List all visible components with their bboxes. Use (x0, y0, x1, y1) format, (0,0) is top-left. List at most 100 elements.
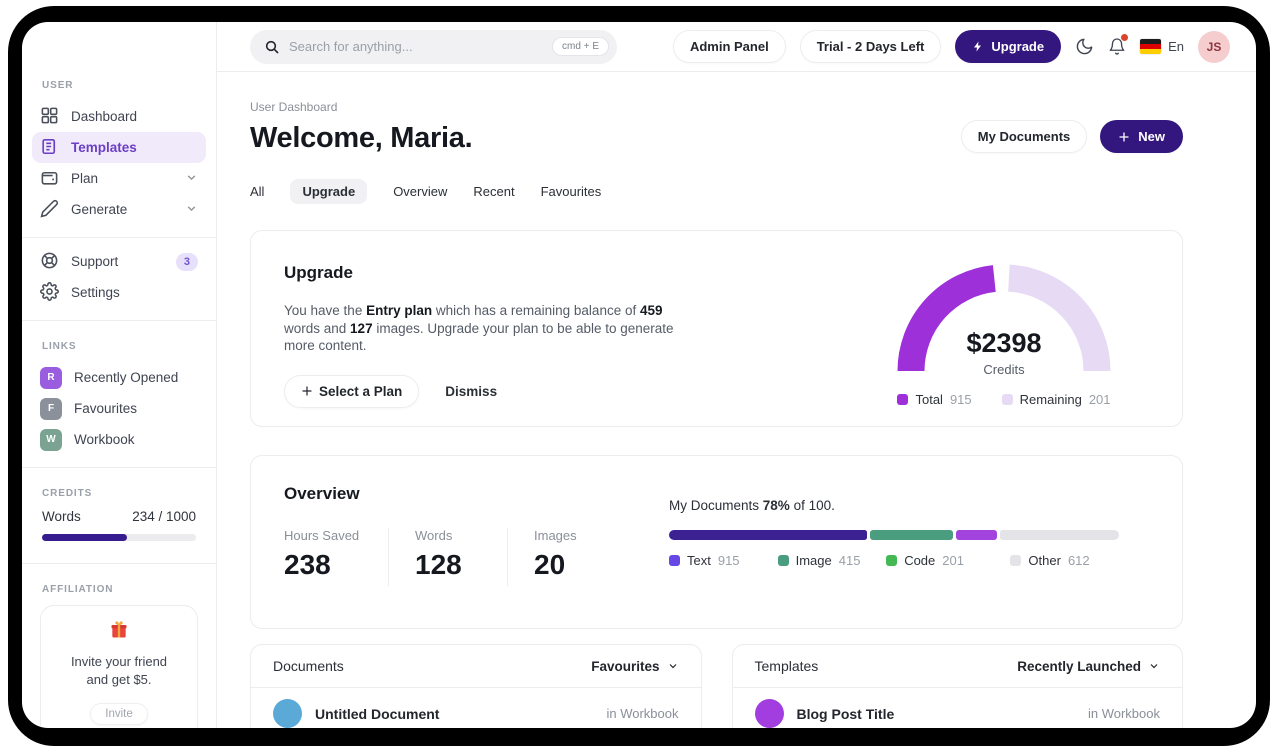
affiliation-text: Invite your friend and get $5. (70, 654, 168, 687)
upgrade-card-body: You have the Entry plan which has a rema… (284, 303, 674, 353)
divider (507, 528, 508, 586)
legend-swatch (1001, 394, 1013, 405)
lifebuoy-icon (40, 251, 59, 273)
sidebar-item-label: Workbook (74, 432, 135, 447)
tab-bar: All Upgrade Overview Recent Favourites (250, 179, 1183, 204)
sidebar: USER Dashboard Templates Plan Generate S… (22, 22, 217, 728)
tab-favourites[interactable]: Favourites (540, 184, 602, 199)
admin-panel-button[interactable]: Admin Panel (672, 30, 786, 63)
overview-card: Overview Hours Saved 238 Words 128 Image… (250, 455, 1183, 629)
sidebar-item-dashboard[interactable]: Dashboard (32, 101, 206, 132)
sidebar-item-label: Dashboard (71, 109, 138, 124)
templates-icon (40, 137, 59, 159)
stat-hours-saved: Hours Saved 238 (284, 528, 360, 580)
tab-overview[interactable]: Overview (393, 184, 448, 199)
legend-image: Image 415 (777, 553, 887, 568)
stat-words: Words 128 (415, 528, 462, 580)
sidebar-link-recently-opened[interactable]: R Recently Opened (32, 362, 206, 393)
document-avatar (273, 699, 302, 728)
legend-remaining: Remaining 201 (1001, 392, 1111, 407)
chevron-down-icon (185, 171, 198, 187)
legend-code: Code 201 (886, 553, 1010, 568)
bar-segment-image (870, 530, 954, 540)
moon-icon (1075, 37, 1094, 56)
gauge-amount: $2398 (966, 328, 1042, 358)
tab-all[interactable]: All (250, 184, 265, 199)
gift-icon (109, 621, 129, 644)
divider (22, 563, 216, 564)
tab-upgrade[interactable]: Upgrade (290, 179, 368, 204)
sidebar-section-credits: CREDITS (42, 488, 93, 499)
dismiss-button[interactable]: Dismiss (445, 383, 498, 399)
documents-stacked-bar (669, 530, 1119, 540)
template-list-item[interactable]: Blog Post Title in Workbook (733, 688, 1183, 728)
grid-icon (40, 106, 59, 128)
credits-label: Words (42, 509, 81, 524)
gauge-caption: Credits (983, 362, 1025, 377)
overview-card-title: Overview (284, 484, 360, 503)
trial-badge[interactable]: Trial - 2 Days Left (799, 30, 942, 63)
sidebar-item-label: Plan (71, 171, 99, 186)
my-documents-button[interactable]: My Documents (960, 120, 1088, 153)
sidebar-item-label: Templates (71, 140, 137, 155)
documents-filter-dropdown[interactable]: Favourites (591, 659, 678, 674)
upgrade-button[interactable]: Upgrade (955, 30, 1062, 63)
new-button[interactable]: New (1100, 120, 1183, 153)
divider (388, 528, 389, 586)
legend-swatch (669, 555, 680, 566)
sidebar-item-support[interactable]: Support 3 (32, 246, 206, 277)
search-box[interactable]: cmd + E (250, 29, 617, 64)
german-flag-icon (1140, 39, 1162, 54)
link-initial-badge: F (40, 397, 62, 420)
credits-value: 234 / 1000 (132, 509, 196, 524)
invite-button[interactable]: Invite (90, 703, 148, 725)
notifications-button[interactable] (1108, 34, 1129, 56)
legend-swatch (897, 394, 909, 405)
credits-progress-fill (42, 534, 127, 541)
sidebar-link-favourites[interactable]: F Favourites (32, 393, 206, 424)
document-location: in Workbook (606, 706, 679, 721)
template-location: in Workbook (1087, 706, 1160, 721)
bar-segment-other (999, 530, 1119, 540)
language-label: En (1168, 39, 1184, 54)
main-content: User Dashboard Welcome, Maria. My Docume… (217, 72, 1256, 728)
sidebar-section-links: LINKS (42, 341, 77, 352)
credits-progress-bar (42, 534, 196, 541)
document-name: Untitled Document (315, 705, 440, 722)
tab-recent[interactable]: Recent (473, 184, 515, 199)
template-name: Blog Post Title (796, 705, 895, 722)
dark-mode-toggle[interactable] (1075, 37, 1094, 56)
legend-swatch (1010, 555, 1022, 566)
templates-filter-dropdown[interactable]: Recently Launched (1017, 659, 1160, 674)
search-input[interactable] (289, 39, 553, 54)
plus-icon (301, 385, 313, 397)
document-list-item[interactable]: Untitled Document in Workbook (251, 688, 701, 728)
divider (22, 237, 216, 238)
sidebar-item-plan[interactable]: Plan (32, 163, 206, 194)
credits-row: Words 234 / 1000 (42, 509, 196, 524)
sidebar-link-workbook[interactable]: W Workbook (32, 424, 206, 455)
gear-icon (40, 281, 59, 304)
select-plan-button[interactable]: Select a Plan (284, 374, 420, 408)
app-window: USER Dashboard Templates Plan Generate S… (22, 22, 1256, 728)
user-avatar[interactable]: JS (1198, 30, 1230, 63)
breadcrumb: User Dashboard (250, 100, 338, 114)
page-title: Welcome, Maria. (250, 122, 473, 154)
sidebar-item-label: Settings (71, 285, 120, 300)
language-selector[interactable]: En (1140, 39, 1184, 54)
sidebar-item-label: Recently Opened (74, 370, 179, 385)
chevron-down-icon (185, 202, 198, 218)
sidebar-item-generate[interactable]: Generate (32, 194, 206, 225)
sidebar-item-settings[interactable]: Settings (32, 277, 206, 308)
affiliation-card: Invite your friend and get $5. Invite (40, 605, 198, 728)
documents-progress-label: My Documents 78% of 100. (669, 498, 835, 513)
sidebar-item-label: Generate (71, 202, 128, 217)
gauge-arcs (897, 264, 1111, 372)
bar-segment-text (669, 530, 867, 540)
divider (22, 467, 216, 468)
link-initial-badge: W (40, 428, 62, 451)
credits-gauge: $2398 Credits Total 915 Remaining (892, 259, 1116, 407)
upgrade-card: Upgrade You have the Entry plan which ha… (250, 230, 1183, 427)
documents-card: Documents Favourites Untitled Document i… (250, 644, 702, 728)
sidebar-item-templates[interactable]: Templates (32, 132, 206, 163)
